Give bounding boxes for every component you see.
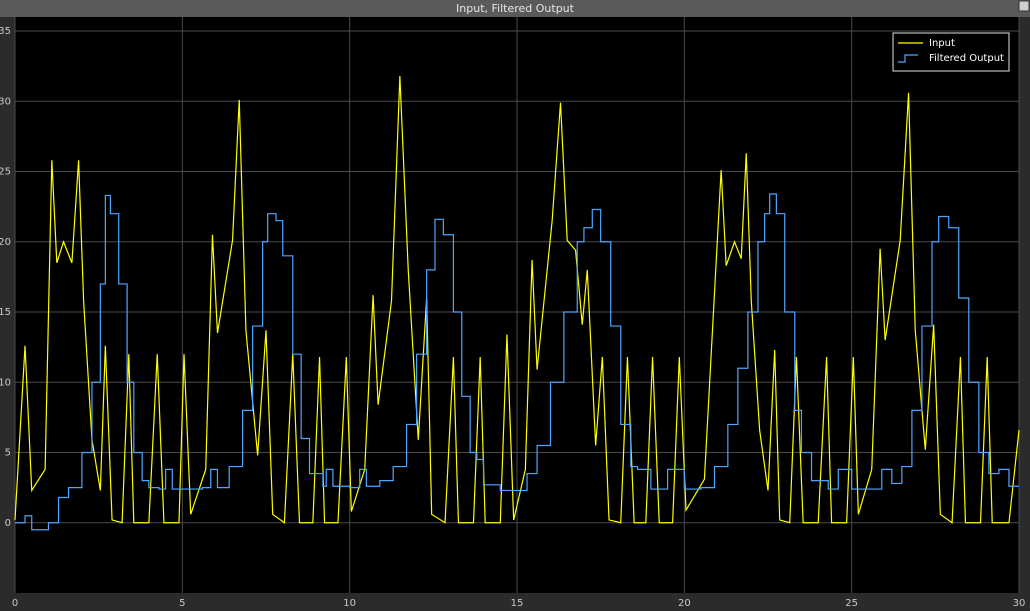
x-tick-label: 25 — [845, 598, 858, 609]
legend-label: Input — [929, 38, 955, 49]
series-line — [14, 75, 1020, 524]
chart-title: Input, Filtered Output — [456, 2, 575, 15]
undock-button[interactable] — [1018, 0, 1030, 12]
series-line — [15, 193, 1019, 531]
x-tick-label: 15 — [511, 598, 524, 609]
x-tick-label: 30 — [1013, 598, 1026, 609]
x-tick-label: 20 — [678, 598, 691, 609]
y-tick-label: 10 — [0, 377, 11, 388]
y-tick-label: 15 — [0, 307, 11, 318]
y-tick-label: 20 — [0, 237, 11, 248]
x-tick-label: 10 — [343, 598, 356, 609]
y-tick-label: 5 — [5, 448, 11, 459]
y-tick-label: 35 — [0, 26, 11, 37]
y-tick-label: 30 — [0, 96, 11, 107]
title-bar — [0, 0, 1030, 17]
legend-box — [892, 32, 1010, 72]
x-tick-label: 0 — [12, 598, 18, 609]
y-tick-label: 25 — [0, 167, 11, 178]
legend-label: Filtered Output — [929, 53, 1004, 64]
x-tick-label: 5 — [179, 598, 185, 609]
legend-swatch — [898, 54, 918, 63]
y-tick-label: 0 — [5, 518, 11, 529]
